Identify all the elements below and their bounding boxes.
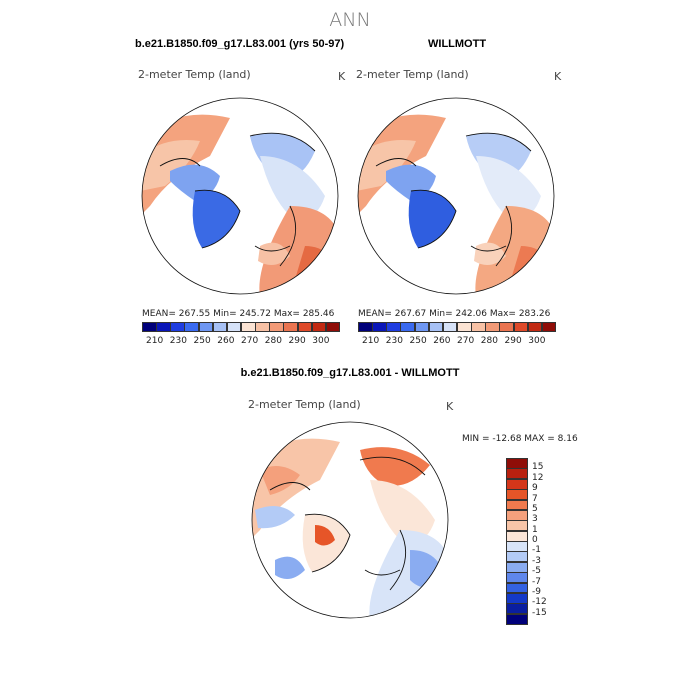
colorbar-tick-label: 12	[532, 472, 544, 483]
colorbar-swatch	[506, 603, 528, 615]
colorbar-swatch	[506, 520, 528, 532]
colorbar-swatch	[506, 530, 528, 542]
colorbar-swatch	[506, 613, 528, 625]
difference-min-max: MIN = -12.68 MAX = 8.16	[462, 434, 578, 444]
colorbar-tick-label: 210	[362, 336, 380, 346]
colorbar-tick-label: 15	[532, 462, 544, 473]
panel1-variable-label: 2-meter Temp (land)	[138, 68, 251, 81]
colorbar-tick-label: 250	[193, 336, 211, 346]
colorbar-swatch	[513, 322, 529, 332]
colorbar-swatch	[386, 322, 401, 332]
colorbar-swatch	[241, 322, 256, 332]
colorbar-difference	[506, 458, 528, 625]
colorbar-tick-label: 290	[288, 336, 306, 346]
colorbar-swatch	[184, 322, 200, 332]
colorbar-swatch	[506, 468, 528, 480]
colorbar-absolute-left-ticks: 210 230 250 260 270 280 290 300	[142, 336, 340, 348]
colorbar-difference-labels: 15 12 9 7 5 3 1 0 -1 -3 -5 -7 -9 -12 -15	[532, 458, 572, 624]
colorbar-swatch	[325, 322, 341, 332]
colorbar-swatch	[457, 322, 472, 332]
colorbar-swatch	[471, 322, 486, 332]
map-willmott-temperature	[357, 97, 555, 295]
colorbar-tick-label: 290	[504, 336, 522, 346]
colorbar-tick-label: -7	[532, 576, 541, 587]
colorbar-swatch	[358, 322, 373, 332]
colorbar-tick-label: 280	[264, 336, 282, 346]
colorbar-swatch	[506, 458, 528, 469]
difference-panel-header: b.e21.B1850.f09_g17.L83.001 - WILLMOTT	[240, 367, 460, 379]
colorbar-tick-label: 230	[169, 336, 187, 346]
colorbar-tick-label: 1	[532, 524, 538, 535]
colorbar-tick-label: 270	[241, 336, 259, 346]
panel2-variable-label: 2-meter Temp (land)	[356, 68, 469, 81]
colorbar-tick-label: 270	[457, 336, 475, 346]
colorbar-swatch	[506, 572, 528, 583]
colorbar-tick-label: 9	[532, 483, 538, 494]
map-model-temperature	[141, 97, 339, 295]
colorbar-swatch	[400, 322, 416, 332]
colorbar-swatch	[414, 322, 430, 332]
colorbar-tick-label: 3	[532, 514, 538, 525]
colorbar-swatch	[506, 592, 528, 604]
colorbar-swatch	[226, 322, 242, 332]
panel3-units-label: K	[446, 400, 454, 413]
colorbar-swatch	[283, 322, 299, 332]
panel3-variable-label: 2-meter Temp (land)	[248, 398, 361, 411]
colorbar-tick-label: -5	[532, 566, 541, 577]
colorbar-swatch	[499, 322, 515, 332]
colorbar-swatch	[506, 582, 528, 594]
colorbar-tick-label: -1	[532, 545, 541, 556]
colorbar-tick-label: 260	[433, 336, 451, 346]
right-panel-header: WILLMOTT	[428, 38, 487, 50]
colorbar-swatch	[372, 322, 387, 332]
colorbar-absolute-right-ticks: 210 230 250 260 270 280 290 300	[358, 336, 556, 348]
colorbar-tick-label: 280	[480, 336, 498, 346]
colorbar-swatch	[156, 322, 171, 332]
colorbar-tick-label: 230	[385, 336, 403, 346]
colorbar-tick-label: 7	[532, 493, 538, 504]
colorbar-absolute-left	[142, 322, 341, 332]
colorbar-swatch	[311, 322, 327, 332]
panel1-units-label: K	[338, 70, 346, 83]
colorbar-tick-label: 210	[146, 336, 164, 346]
panel1-stats: MEAN= 267.55 Min= 245.72 Max= 285.46	[142, 309, 335, 319]
colorbar-tick-label: -9	[532, 586, 541, 597]
colorbar-tick-label: 300	[312, 336, 330, 346]
colorbar-swatch	[506, 499, 528, 511]
colorbar-swatch	[527, 322, 543, 332]
map-difference-temperature	[251, 421, 449, 619]
colorbar-swatch	[506, 509, 528, 521]
colorbar-tick-label: -12	[532, 597, 547, 608]
colorbar-swatch	[506, 489, 528, 500]
colorbar-tick-label: 5	[532, 503, 538, 514]
left-panel-header: b.e21.B1850.f09_g17.L83.001 (yrs 50-97)	[135, 38, 345, 50]
colorbar-tick-label: -15	[532, 607, 547, 618]
colorbar-swatch	[506, 541, 528, 552]
colorbar-swatch	[506, 478, 528, 490]
colorbar-tick-label: 0	[532, 535, 538, 545]
colorbar-swatch	[541, 322, 557, 332]
colorbar-tick-label: 260	[217, 336, 235, 346]
colorbar-swatch	[428, 322, 444, 332]
colorbar-tick-label: -3	[532, 555, 541, 566]
panel2-units-label: K	[554, 70, 562, 83]
colorbar-swatch	[255, 322, 270, 332]
colorbar-swatch	[506, 551, 528, 563]
colorbar-swatch	[269, 322, 284, 332]
colorbar-swatch	[142, 322, 157, 332]
colorbar-swatch	[297, 322, 313, 332]
colorbar-swatch	[212, 322, 228, 332]
colorbar-swatch	[485, 322, 500, 332]
panel2-stats: MEAN= 267.67 Min= 242.06 Max= 283.26	[358, 309, 551, 319]
page-title: ANN	[329, 9, 371, 31]
colorbar-swatch	[506, 561, 528, 573]
colorbar-tick-label: 300	[528, 336, 546, 346]
colorbar-swatch	[442, 322, 458, 332]
colorbar-tick-label: 250	[409, 336, 427, 346]
colorbar-swatch	[198, 322, 214, 332]
colorbar-absolute-right	[358, 322, 557, 332]
colorbar-swatch	[170, 322, 185, 332]
